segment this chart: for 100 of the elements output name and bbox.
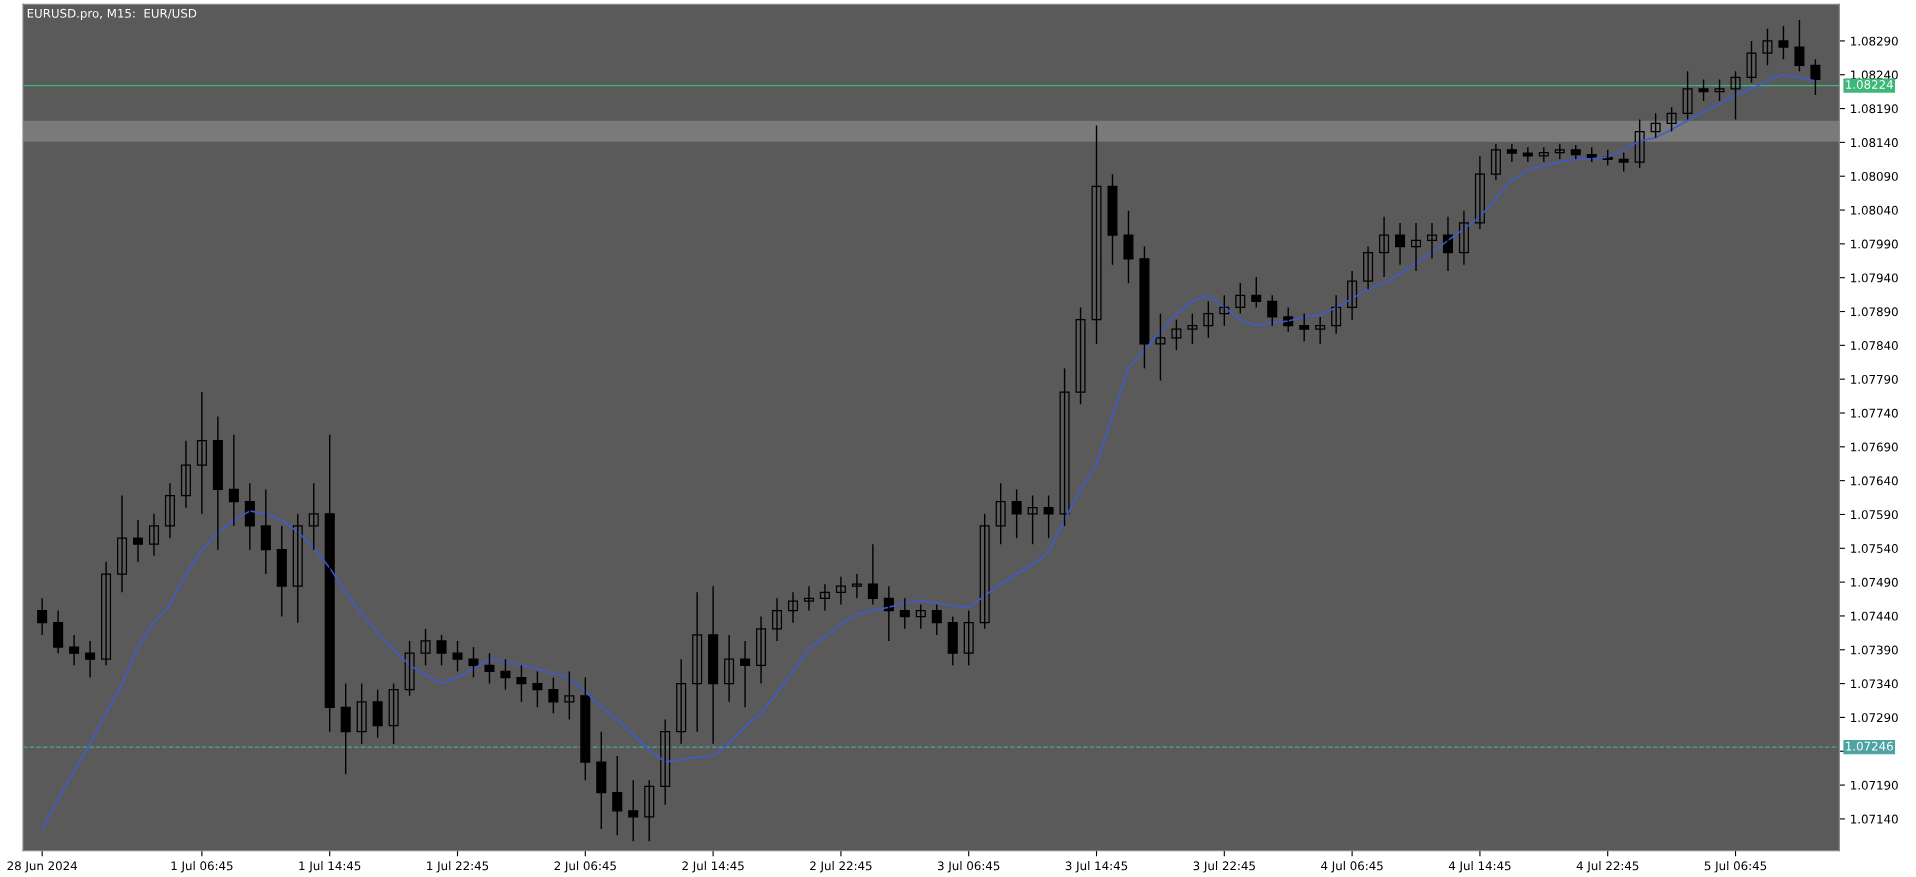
y-tick-label: 1.07790	[1851, 374, 1898, 384]
candlestick	[1474, 155, 1485, 230]
candlestick	[1778, 25, 1789, 60]
candlestick	[1618, 151, 1629, 173]
candlestick	[1267, 294, 1278, 327]
candlestick	[596, 730, 607, 830]
candlestick	[644, 779, 655, 842]
candlestick	[1730, 70, 1741, 121]
candlestick	[1379, 216, 1390, 278]
candlestick	[1075, 306, 1086, 405]
candlestick	[1315, 316, 1326, 345]
candlestick	[771, 597, 783, 642]
candlestick	[1411, 222, 1422, 272]
candlestick	[420, 628, 431, 667]
candlestick	[564, 670, 575, 721]
y-tick-label: 1.08090	[1851, 171, 1898, 181]
ref-line-label: 1.08224	[1846, 80, 1893, 89]
candlestick	[1666, 106, 1677, 133]
candlestick	[1762, 28, 1773, 66]
candlestick	[1698, 78, 1709, 102]
candlestick	[1794, 19, 1805, 73]
candlestick	[692, 591, 703, 733]
candlestick	[915, 603, 926, 630]
candlestick	[436, 634, 447, 667]
candlestick	[548, 676, 559, 715]
candlestick	[724, 634, 735, 703]
candlestick	[1139, 245, 1150, 370]
candlestick	[979, 513, 990, 630]
x-tick-label: 3 Jul 22:45	[1193, 861, 1255, 873]
candlestick	[756, 615, 767, 685]
candlestick	[1155, 312, 1166, 382]
y-tick-label: 1.08240	[1851, 70, 1898, 80]
y-tick-label: 1.07540	[1851, 544, 1898, 553]
x-tick-label: 28 Jun 2024	[7, 861, 78, 873]
y-tick-label: 1.07590	[1851, 510, 1898, 520]
candlestick	[372, 688, 383, 739]
y-tick-label: 1.08040	[1851, 205, 1898, 215]
candlestick	[468, 646, 479, 679]
candlestick	[452, 640, 463, 673]
candlestick	[1187, 312, 1198, 345]
y-tick-label: 1.07740	[1851, 408, 1898, 418]
y-tick-label: 1.07140	[1851, 814, 1898, 824]
chart-title: EURUSD.pro, M15: EUR/USD	[27, 8, 197, 21]
candlestick	[1634, 118, 1645, 169]
y-tick-label: 1.07440	[1851, 611, 1898, 621]
y-tick-label: 1.07290	[1851, 713, 1898, 723]
y-tick-label: 1.07640	[1851, 476, 1898, 486]
candlestick	[803, 585, 814, 612]
candlestick	[1490, 143, 1501, 181]
candlestick	[1363, 245, 1374, 290]
x-tick-label: 4 Jul 22:45	[1576, 861, 1639, 873]
candlestick	[180, 440, 191, 509]
candlestick	[1123, 210, 1134, 284]
candlestick	[1059, 367, 1070, 527]
y-tick-label: 1.07490	[1851, 577, 1898, 587]
candlestick	[580, 676, 591, 782]
candlestick	[1091, 124, 1102, 345]
candlestick	[388, 682, 399, 745]
y-tick-label: 1.08290	[1851, 36, 1898, 46]
candlestick	[117, 494, 128, 593]
x-tick-label: 1 Jul 06:45	[171, 861, 233, 873]
candlestick	[292, 513, 303, 624]
candlestick	[1219, 294, 1230, 327]
y-tick-label: 1.07840	[1851, 341, 1898, 350]
candlestick	[1714, 78, 1725, 102]
candlestick	[1203, 300, 1214, 339]
candlestick	[1746, 40, 1757, 84]
candlestick	[947, 615, 958, 667]
x-tick-label: 1 Jul 14:45	[299, 861, 361, 873]
candlestick	[308, 482, 319, 551]
x-tick-label: 5 Jul 06:45	[1704, 861, 1767, 873]
candlestick	[196, 391, 207, 515]
y-tick-label: 1.07690	[1851, 442, 1898, 452]
candlestick	[276, 525, 287, 618]
y-tick-label: 1.08190	[1851, 104, 1898, 114]
candlestick	[1538, 146, 1549, 163]
candlestick	[1347, 270, 1358, 321]
x-tick-label: 3 Jul 14:45	[1065, 861, 1128, 873]
candlestick	[404, 640, 415, 697]
x-tick-label: 2 Jul 22:45	[810, 861, 872, 873]
candlestick	[1027, 494, 1038, 545]
candlestick	[995, 482, 1006, 545]
candlestick	[1458, 210, 1469, 266]
x-tick-label: 1 Jul 22:45	[427, 861, 489, 873]
candlestick	[164, 482, 175, 539]
candlestick	[835, 576, 846, 606]
candlestick	[1426, 222, 1438, 260]
candlestick	[356, 682, 367, 745]
ref-line-label: 1.07246	[1846, 741, 1893, 751]
candlestick	[851, 573, 862, 600]
x-tick-label: 4 Jul 14:45	[1448, 861, 1511, 873]
candlestick	[963, 609, 974, 667]
x-tick-label: 4 Jul 06:45	[1321, 861, 1383, 873]
y-tick-label: 1.07990	[1851, 239, 1898, 249]
candlestick	[1331, 294, 1342, 335]
x-tick-label: 2 Jul 14:45	[682, 861, 744, 873]
y-tick-label: 1.07940	[1851, 273, 1898, 283]
candlestick	[660, 718, 671, 806]
x-tick-label: 2 Jul 06:45	[554, 861, 616, 873]
candlestick	[1171, 318, 1182, 351]
